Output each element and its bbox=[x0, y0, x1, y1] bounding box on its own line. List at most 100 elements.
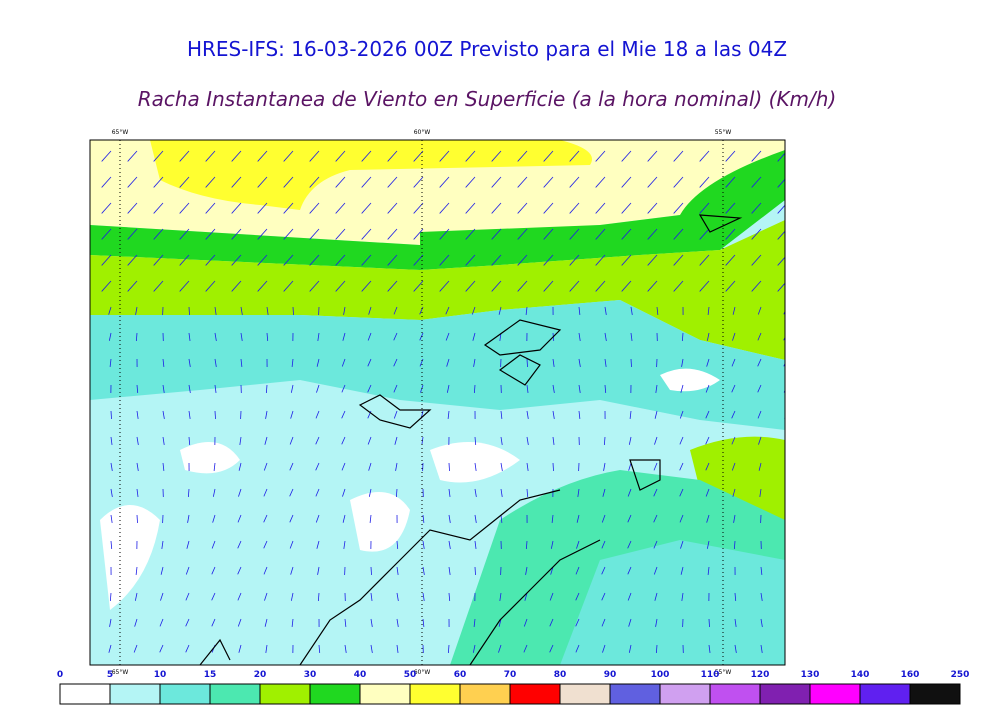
wind-arrow bbox=[448, 488, 451, 497]
field-zone bbox=[350, 492, 410, 552]
wind-arrow bbox=[448, 540, 451, 549]
wind-arrow bbox=[517, 280, 528, 292]
wind-arrow bbox=[82, 307, 85, 314]
field-zone bbox=[180, 442, 240, 474]
colorbar-bin bbox=[109, 683, 161, 705]
wind-arrow bbox=[263, 514, 268, 523]
wind-arrow bbox=[757, 384, 762, 393]
wind-arrow bbox=[569, 254, 580, 266]
wind-arrow bbox=[309, 150, 320, 162]
wind-arrow bbox=[231, 150, 242, 162]
wind-arrow bbox=[673, 254, 684, 266]
wind-arrow bbox=[474, 566, 476, 576]
wind-arrow bbox=[257, 202, 268, 214]
wind-arrow bbox=[603, 462, 606, 471]
wind-arrow bbox=[621, 176, 632, 188]
wind-arrow bbox=[603, 436, 606, 446]
wind-arrow bbox=[422, 566, 425, 575]
wind-arrows bbox=[82, 125, 785, 654]
wind-arrow bbox=[760, 644, 763, 653]
wind-arrow bbox=[777, 282, 785, 292]
map-frame bbox=[89, 139, 786, 666]
colorbar-bin bbox=[59, 683, 111, 705]
wind-arrow bbox=[673, 176, 684, 188]
wind-arrow bbox=[552, 462, 554, 472]
wind-arrow bbox=[524, 592, 528, 601]
wind-arrow bbox=[316, 540, 320, 549]
wind-arrow bbox=[231, 280, 242, 292]
wind-arrow bbox=[413, 280, 424, 292]
wind-arrow bbox=[188, 436, 191, 446]
wind-arrow bbox=[387, 176, 398, 188]
wind-arrow bbox=[396, 540, 399, 550]
colorbar-label: 120 bbox=[751, 670, 770, 680]
wind-arrow bbox=[465, 176, 476, 188]
wind-arrow bbox=[367, 358, 372, 367]
wind-arrow bbox=[439, 228, 450, 240]
wind-arrow bbox=[179, 150, 190, 162]
wind-arrow bbox=[413, 176, 424, 188]
colorbar-label: 15 bbox=[204, 670, 217, 680]
wind-arrow bbox=[153, 280, 164, 292]
wind-arrow bbox=[681, 358, 684, 367]
wind-arrow bbox=[110, 462, 113, 471]
wind-arrow bbox=[84, 385, 85, 393]
wind-arrow bbox=[153, 254, 164, 266]
colorbar-bin bbox=[209, 683, 261, 705]
wind-arrow bbox=[595, 254, 606, 266]
wind-arrow bbox=[673, 280, 684, 292]
colorbar-bin bbox=[609, 683, 661, 705]
wind-arrow bbox=[205, 176, 216, 188]
wind-arrow bbox=[543, 228, 554, 240]
wind-arrow bbox=[185, 566, 190, 575]
wind-arrow bbox=[212, 514, 216, 523]
wind-arrow bbox=[231, 176, 242, 188]
wind-arrow bbox=[439, 176, 450, 188]
wind-arrow bbox=[705, 410, 710, 419]
wind-arrow bbox=[394, 436, 398, 445]
wind-arrow bbox=[491, 280, 502, 292]
wind-arrow bbox=[595, 202, 606, 214]
wind-arrow bbox=[474, 540, 477, 549]
wind-arrow bbox=[159, 618, 164, 627]
wind-arrow bbox=[707, 306, 710, 315]
wind-arrow bbox=[162, 358, 165, 367]
wind-arrow bbox=[136, 514, 138, 524]
wind-arrow bbox=[445, 306, 450, 315]
colorbar-bin bbox=[859, 683, 911, 705]
wind-arrow bbox=[289, 436, 294, 445]
wind-arrow bbox=[654, 436, 658, 445]
wind-arrow bbox=[310, 125, 319, 135]
colorbar: 0 5 10 15 20 30 40 50 60 70 80 90 100 110 120 130 140 160… bbox=[57, 670, 969, 705]
wind-arrow bbox=[679, 462, 684, 471]
wind-arrow bbox=[315, 462, 320, 471]
wind-arrow bbox=[283, 280, 294, 292]
colorbar-bin bbox=[809, 683, 861, 705]
colorbar-bin bbox=[909, 683, 961, 705]
wind-arrow bbox=[85, 515, 86, 523]
wind-arrow bbox=[621, 228, 632, 240]
wind-arrow bbox=[214, 384, 217, 393]
wind-arrow bbox=[526, 358, 528, 368]
wind-arrow bbox=[446, 384, 450, 393]
wind-arrow bbox=[777, 256, 785, 266]
wind-arrow bbox=[525, 566, 528, 575]
wind-arrow bbox=[238, 488, 242, 497]
wind-arrow bbox=[343, 306, 346, 315]
title: HRES-IFS: 16-03-2026 00Z Previsto para e… bbox=[187, 37, 787, 61]
wind-arrow bbox=[707, 566, 710, 575]
wind-arrow bbox=[474, 436, 477, 446]
wind-arrow bbox=[266, 306, 269, 315]
wind-arrow bbox=[361, 150, 372, 162]
wind-arrow bbox=[466, 125, 475, 135]
wind-arrow bbox=[134, 592, 138, 601]
wind-arrow bbox=[647, 280, 658, 292]
wind-arrow bbox=[264, 618, 268, 627]
wind-arrow bbox=[205, 280, 216, 292]
wind-arrow bbox=[549, 618, 554, 627]
wind-arrow bbox=[751, 280, 762, 292]
wind-arrow bbox=[136, 410, 139, 419]
wind-arrow bbox=[549, 644, 554, 653]
wind-arrow bbox=[211, 540, 216, 549]
wind-arrow bbox=[680, 566, 684, 575]
